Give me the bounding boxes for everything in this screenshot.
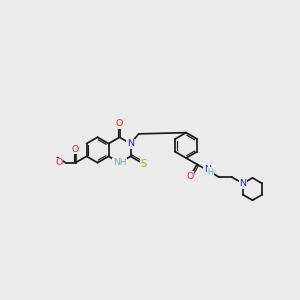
- Text: NH: NH: [113, 158, 126, 167]
- Text: N: N: [239, 179, 246, 188]
- Text: H: H: [205, 166, 211, 175]
- Text: S: S: [141, 159, 147, 169]
- Text: O: O: [186, 172, 194, 181]
- Text: O: O: [116, 119, 123, 128]
- Text: N: N: [127, 139, 134, 148]
- Text: O: O: [55, 158, 62, 167]
- Text: N: N: [204, 165, 211, 174]
- Text: H: H: [208, 168, 213, 177]
- Text: O: O: [72, 145, 79, 154]
